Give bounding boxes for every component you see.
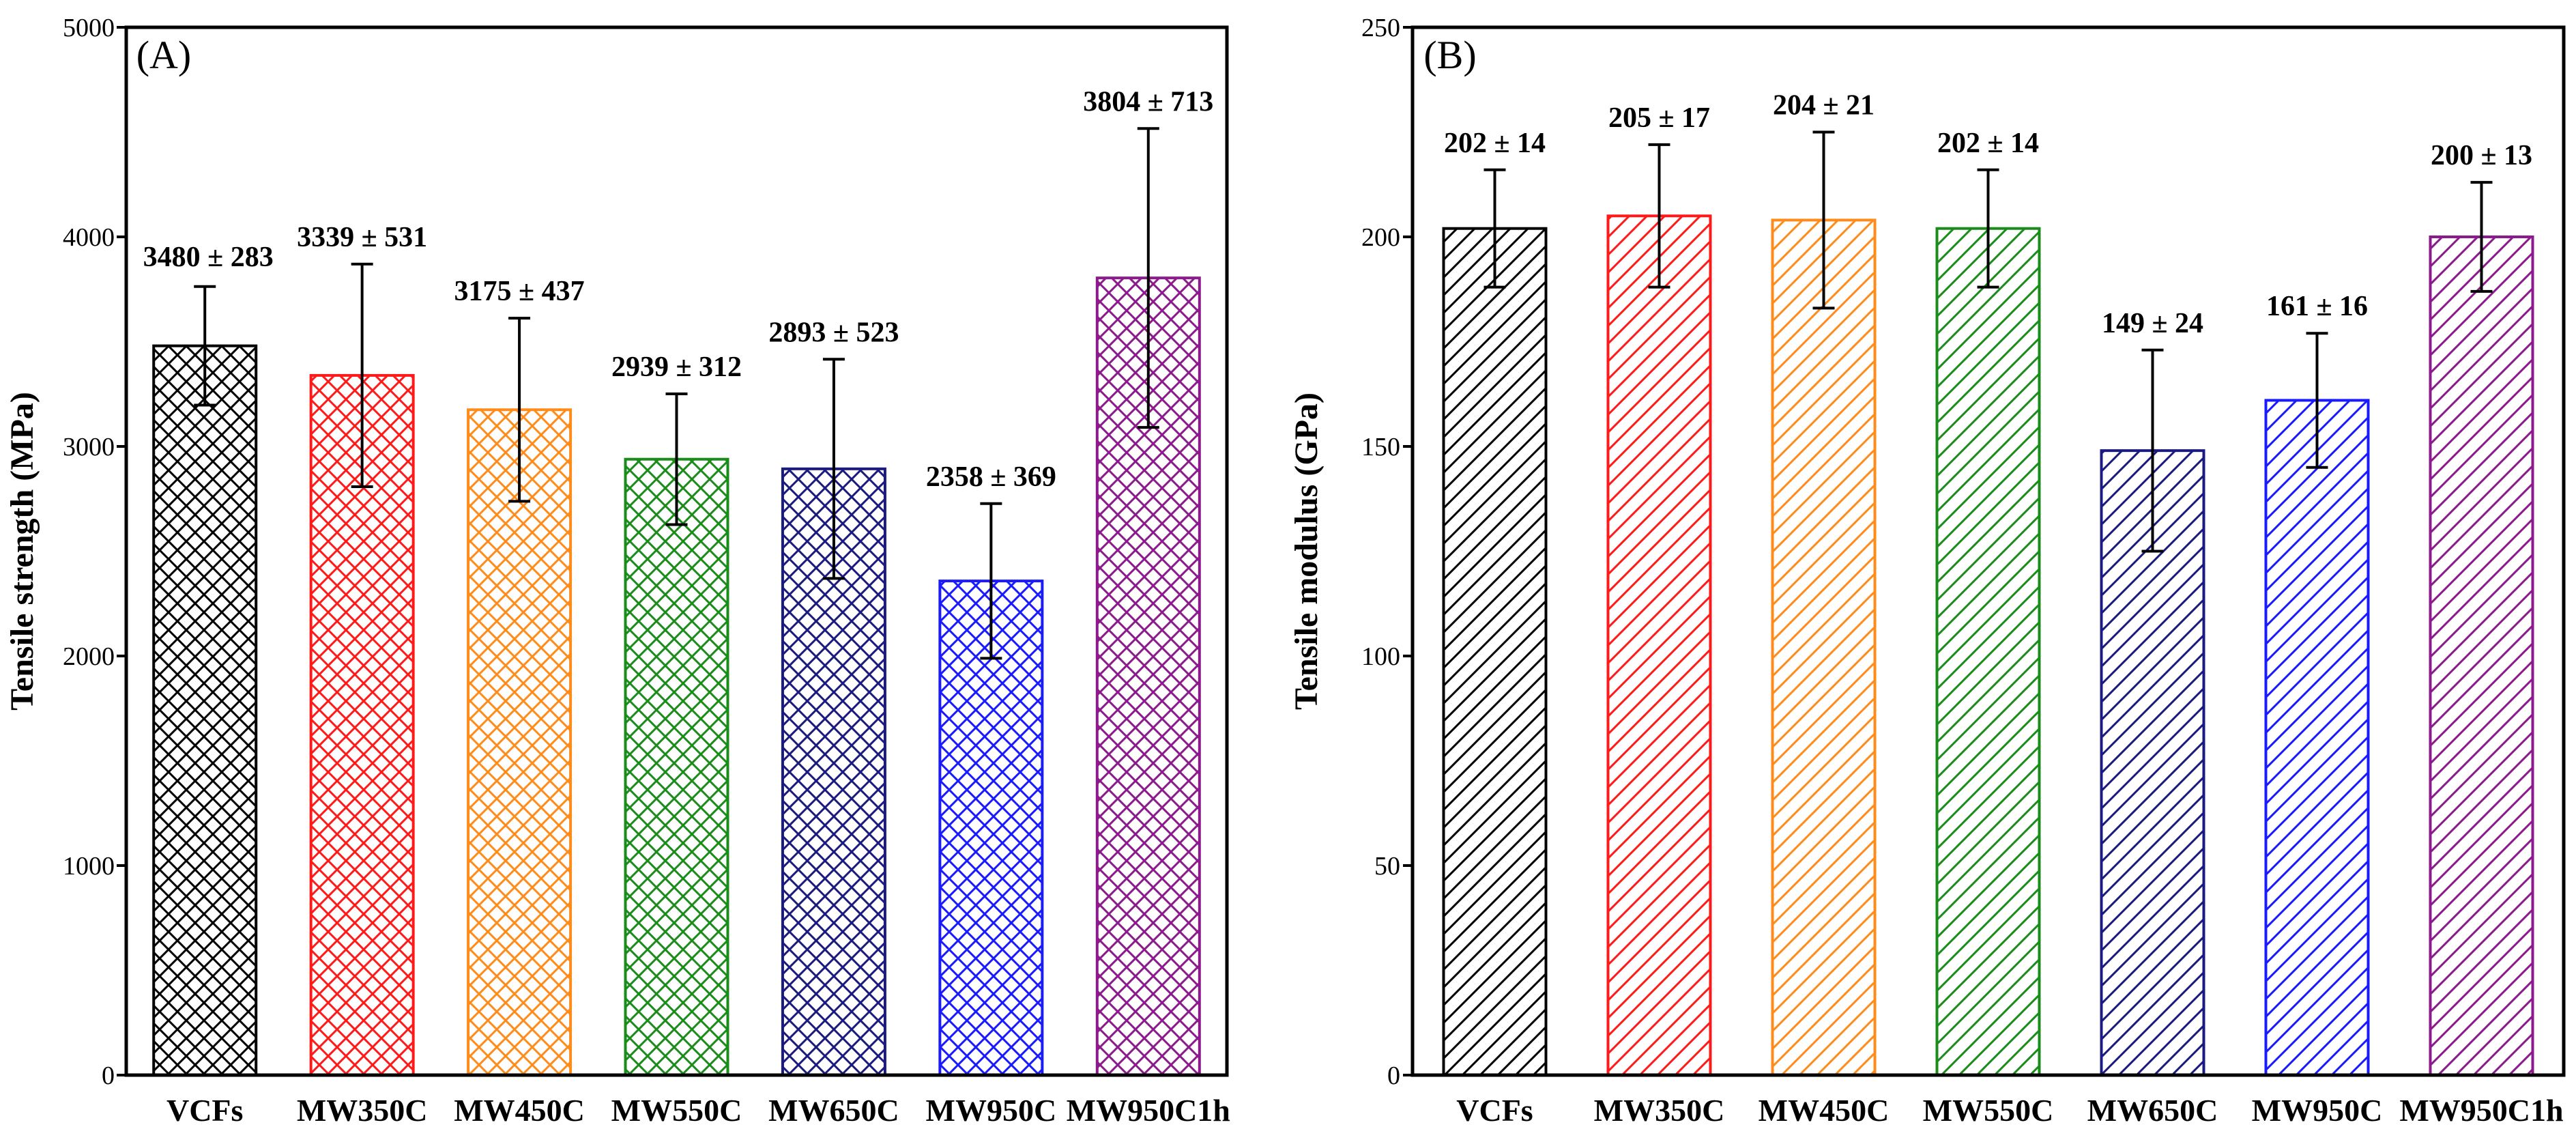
error-bar xyxy=(1484,168,1506,289)
x-tick-label: MW350C xyxy=(1594,1093,1725,1128)
bar-mw550c xyxy=(1935,227,2041,1077)
panel-label: (A) xyxy=(136,33,192,77)
y-tick-label: 3000 xyxy=(63,433,115,461)
plot-frame xyxy=(124,25,1229,1077)
data-label: 3339 ± 531 xyxy=(297,222,427,253)
y-tick-label: 150 xyxy=(1361,433,1400,461)
bar-mw350c xyxy=(1606,214,1712,1076)
x-tick-label: MW950C1h xyxy=(2399,1093,2563,1128)
x-tick-label: MW450C xyxy=(1759,1093,1890,1128)
error-bar xyxy=(1648,143,1670,289)
y-tick-label: 5000 xyxy=(63,14,115,42)
data-label: 204 ± 21 xyxy=(1773,90,1875,122)
plot-frame xyxy=(1410,25,2566,1077)
error-bar xyxy=(980,502,1002,660)
chart-panel-a: 0 1000 2000 3000 4000 5000 Tensile strength (M… xyxy=(4,14,1230,1128)
x-tick-label: MW550C xyxy=(611,1093,742,1128)
error-bar xyxy=(1977,168,1999,289)
x-tick-label: MW450C xyxy=(454,1093,585,1128)
y-tick-label: 0 xyxy=(102,1061,115,1090)
bar-mw650c xyxy=(2100,449,2205,1076)
error-bar xyxy=(351,262,373,488)
data-label: 3804 ± 713 xyxy=(1083,86,1213,117)
error-bar xyxy=(2141,348,2164,553)
bar-mw350c xyxy=(309,373,415,1076)
bar-mw450c xyxy=(1771,218,1877,1077)
y-axis-label: Tensile modulus (GPa) xyxy=(1288,392,1325,710)
error-bar xyxy=(2306,332,2328,469)
bar-mw450c xyxy=(467,408,573,1076)
data-label: 161 ± 16 xyxy=(2266,291,2368,322)
error-bar xyxy=(2470,181,2493,293)
data-label: 205 ± 17 xyxy=(1608,102,1710,134)
bar-mw550c xyxy=(624,457,729,1076)
y-axis-label: Tensile strength (MPa) xyxy=(4,392,40,711)
y-tick-label: 200 xyxy=(1361,223,1400,252)
data-label: 2939 ± 312 xyxy=(611,352,742,383)
data-label: 2893 ± 523 xyxy=(768,317,899,348)
panel-label: (B) xyxy=(1423,33,1476,77)
x-tick-label: MW950C1h xyxy=(1067,1093,1230,1128)
x-tick-label: MW650C xyxy=(2087,1093,2218,1128)
x-tick-label: VCFs xyxy=(167,1093,243,1128)
data-label: 200 ± 13 xyxy=(2431,140,2532,171)
x-tick-label: MW950C xyxy=(926,1093,1057,1128)
y-tick-label: 100 xyxy=(1361,642,1400,671)
data-label: 202 ± 14 xyxy=(1444,128,1546,159)
bar-mw950c xyxy=(2264,399,2370,1076)
data-label: 202 ± 14 xyxy=(1937,128,2039,159)
x-tick-label: MW950C xyxy=(2252,1093,2383,1128)
x-tick-label: MW550C xyxy=(1923,1093,2054,1128)
y-tick-label: 4000 xyxy=(63,223,115,252)
error-bar xyxy=(665,392,688,526)
y-tick-label: 50 xyxy=(1374,852,1400,881)
data-label: 3480 ± 283 xyxy=(143,242,274,273)
bar-vcfs xyxy=(152,344,258,1076)
error-bar xyxy=(194,285,216,407)
x-tick-label: VCFs xyxy=(1456,1093,1533,1128)
data-label: 2358 ± 369 xyxy=(926,461,1056,493)
x-tick-label: MW350C xyxy=(297,1093,428,1128)
y-tick-label: 250 xyxy=(1361,14,1400,42)
error-bar xyxy=(1812,130,1835,310)
y-tick-label: 2000 xyxy=(63,642,115,671)
bar-vcfs xyxy=(1442,227,1548,1077)
y-tick-label: 1000 xyxy=(63,852,115,881)
data-label: 3175 ± 437 xyxy=(454,276,585,307)
error-bar xyxy=(508,317,531,503)
error-bar xyxy=(822,358,845,580)
chart-panel-b: 0 50 100 150 200 250 Tensile modulus (GPa) 202 … xyxy=(1288,14,2566,1128)
bar-mw950c1h xyxy=(2429,235,2534,1076)
x-tick-label: MW650C xyxy=(768,1093,899,1128)
error-bar xyxy=(1137,127,1159,429)
y-tick-label: 0 xyxy=(1387,1061,1400,1090)
data-label: 149 ± 24 xyxy=(2102,308,2203,339)
